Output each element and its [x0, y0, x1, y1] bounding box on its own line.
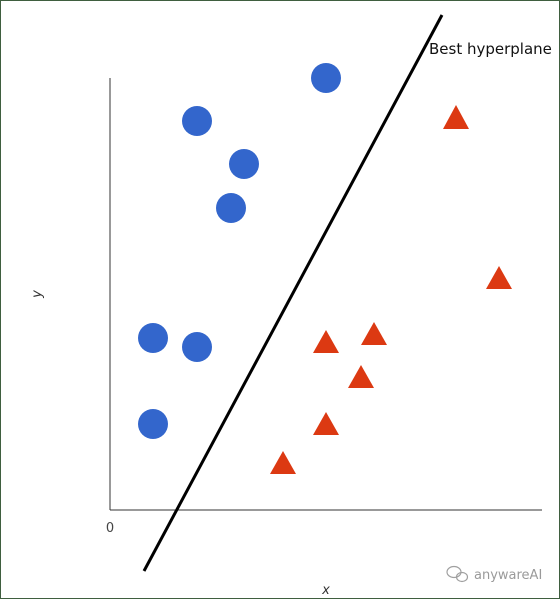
triangle-point: [486, 266, 512, 289]
circle-point: [182, 332, 212, 362]
circle-point: [138, 323, 168, 353]
hyperplane-line: [142, 14, 444, 572]
triangle-point: [313, 412, 339, 435]
triangle-point: [313, 330, 339, 353]
circle-point: [182, 106, 212, 136]
hyperplane-label: Best hyperplane: [429, 40, 552, 58]
circle-point: [138, 409, 168, 439]
circle-point: [311, 63, 341, 93]
watermark: anywareAI: [446, 565, 542, 583]
y-axis-label: y: [30, 290, 45, 299]
circle-class-points: [138, 63, 341, 439]
x-axis-label: x: [321, 583, 330, 598]
circle-point: [216, 193, 246, 223]
triangle-point: [348, 365, 374, 388]
triangle-point: [270, 451, 296, 474]
origin-label: 0: [106, 521, 114, 536]
triangle-class-points: [270, 105, 512, 474]
watermark-text: anywareAI: [474, 568, 542, 583]
circle-point: [229, 149, 259, 179]
triangle-point: [443, 105, 469, 129]
triangle-point: [361, 322, 387, 345]
wechat-icon: [446, 565, 469, 583]
